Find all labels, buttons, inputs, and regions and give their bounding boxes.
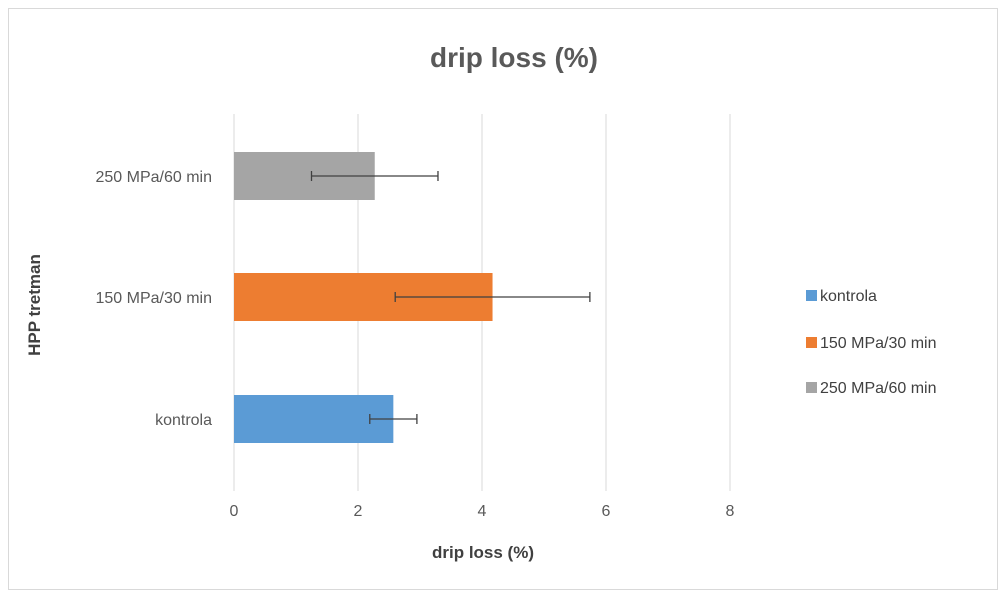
- legend-item: kontrola: [806, 288, 877, 305]
- x-axis-title: drip loss (%): [432, 543, 534, 562]
- y-tick-label: 250 MPa/60 min: [95, 169, 212, 186]
- error-bar: [394, 292, 591, 302]
- x-tick-label: 8: [726, 503, 735, 520]
- x-tick-label: 2: [354, 503, 363, 520]
- chart-frame: drip loss (%) 0 2 4 6 8 kontrola 150 MPa/30 m…: [8, 8, 998, 590]
- legend-label: 150 MPa/30 min: [820, 335, 937, 352]
- chart-canvas: drip loss (%) 0 2 4 6 8 kontrola 150 MPa/30 m…: [25, 42, 937, 562]
- legend-swatch: [806, 290, 817, 301]
- y-tick-labels: kontrola 150 MPa/30 min 250 MPa/60 min: [95, 169, 212, 429]
- bar: [234, 395, 394, 443]
- legend-label: 250 MPa/60 min: [820, 380, 937, 397]
- x-tick-label: 6: [602, 503, 611, 520]
- error-bar: [369, 414, 418, 424]
- chart-title: drip loss (%): [430, 42, 598, 73]
- legend-swatch: [806, 337, 817, 348]
- error-bar: [310, 171, 439, 181]
- x-tick-label: 0: [230, 503, 239, 520]
- x-tick-label: 4: [478, 503, 487, 520]
- y-axis-title: HPP tretman: [25, 254, 44, 356]
- legend: kontrola 150 MPa/30 min 250 MPa/60 min: [806, 288, 937, 397]
- y-tick-label: kontrola: [155, 412, 212, 429]
- legend-item: 250 MPa/60 min: [806, 380, 937, 397]
- x-tick-labels: 0 2 4 6 8: [230, 503, 735, 520]
- legend-swatch: [806, 382, 817, 393]
- y-tick-label: 150 MPa/30 min: [95, 290, 212, 307]
- legend-label: kontrola: [820, 288, 877, 305]
- error-bars: [310, 171, 591, 424]
- legend-item: 150 MPa/30 min: [806, 335, 937, 352]
